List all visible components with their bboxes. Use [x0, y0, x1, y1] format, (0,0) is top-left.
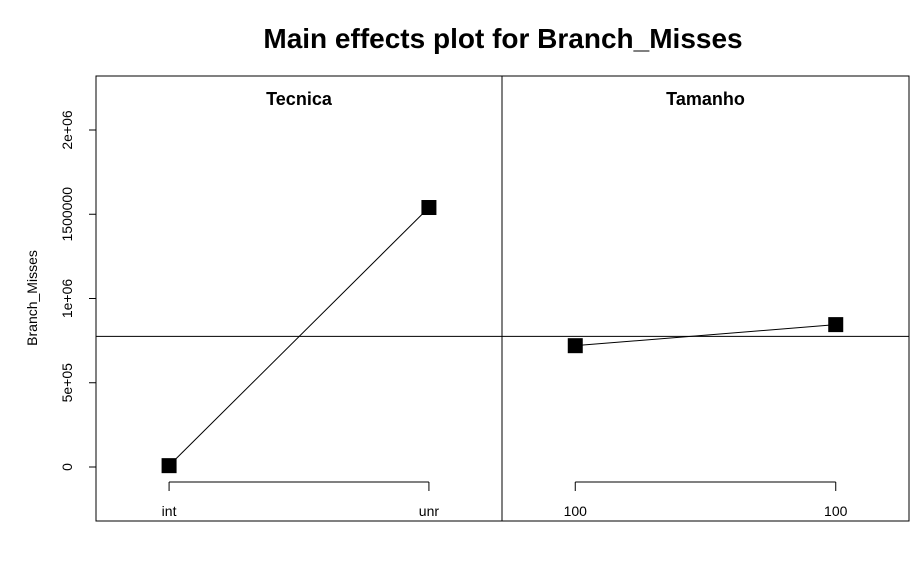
panel-tamanho: Tamanho 100 100	[564, 89, 848, 519]
y-tick-label: 1e+06	[59, 279, 75, 319]
panel-title: Tecnica	[266, 89, 333, 109]
effect-point	[828, 317, 844, 333]
chart-title: Main effects plot for Branch_Misses	[263, 23, 742, 54]
x-tick-label: unr	[419, 503, 440, 519]
effect-point	[567, 338, 583, 354]
x-tick-label: 100	[824, 503, 848, 519]
effect-point	[161, 458, 177, 474]
panels: Tecnica int unr Tamanho 100 100	[161, 89, 848, 519]
y-tick-label: 2e+06	[59, 110, 75, 150]
x-tick-label: 100	[564, 503, 588, 519]
y-axis: 0 5e+05 1e+06 1500000 2e+06	[59, 110, 96, 471]
y-tick-label: 1500000	[59, 187, 75, 242]
y-tick-label: 5e+05	[59, 363, 75, 403]
y-axis-label: Branch_Misses	[24, 250, 40, 346]
x-tick-label: int	[162, 503, 177, 519]
panel-title: Tamanho	[666, 89, 745, 109]
effect-line	[575, 324, 836, 347]
effect-point	[421, 200, 437, 216]
panel-tecnica: Tecnica int unr	[161, 89, 440, 519]
y-tick-label: 0	[59, 463, 75, 471]
